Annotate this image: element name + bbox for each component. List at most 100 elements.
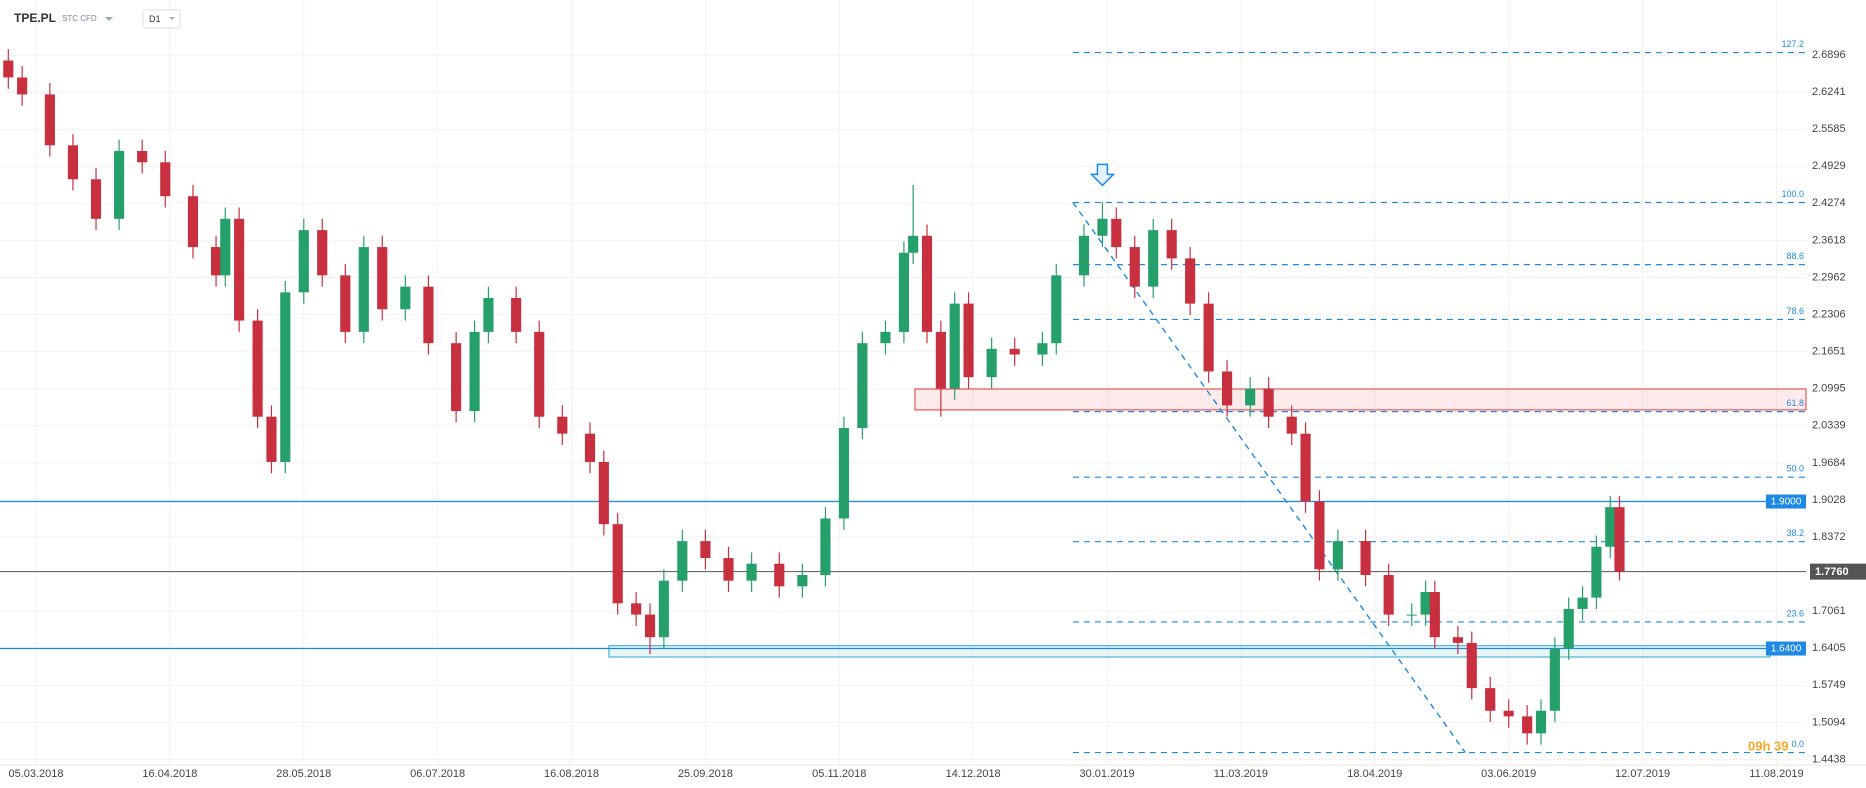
y-tick-label: 1.5749 <box>1812 679 1846 691</box>
candle-body <box>1222 371 1233 406</box>
instrument-dropdown[interactable] <box>105 17 113 21</box>
candle-body <box>1549 648 1560 711</box>
candle-body <box>746 563 757 581</box>
candle-body <box>700 541 711 559</box>
candle-body <box>1166 230 1177 259</box>
y-tick-label: 1.9684 <box>1812 457 1846 469</box>
y-tick-label: 1.8372 <box>1812 531 1846 543</box>
candle-body <box>774 563 785 587</box>
candle-body <box>1563 608 1574 649</box>
candle-body <box>17 77 28 95</box>
header: TPE.PL STC CFD D1 <box>14 9 181 29</box>
candle-body <box>1009 348 1020 355</box>
candle-body <box>1037 343 1048 355</box>
x-tick-label: 12.07.2019 <box>1615 768 1670 780</box>
candle-body <box>1577 597 1588 609</box>
candle-body <box>3 60 14 78</box>
candle-body <box>1614 507 1625 572</box>
fib-label: 88.6 <box>1786 251 1804 261</box>
fib-label: 100.0 <box>1781 189 1804 199</box>
fib-trend-line <box>1072 202 1466 753</box>
candle-body <box>483 297 494 332</box>
candle-body <box>1185 258 1196 304</box>
price-level-label: 1.9000 <box>1771 497 1802 508</box>
y-tick-label: 2.3618 <box>1812 234 1846 246</box>
x-tick-label: 16.08.2018 <box>544 768 599 780</box>
candle-body <box>280 292 291 462</box>
candle-body <box>557 416 568 434</box>
x-tick-label: 05.03.2018 <box>8 768 63 780</box>
candle-body <box>160 162 171 197</box>
candle-body <box>1286 416 1297 434</box>
candle-body <box>921 235 933 332</box>
candle-body <box>1263 388 1274 417</box>
candle-body <box>358 247 369 332</box>
x-tick-label: 16.04.2018 <box>142 768 197 780</box>
candle-body <box>1129 247 1140 287</box>
y-tick-label: 2.1651 <box>1812 346 1846 358</box>
y-tick-label: 1.6405 <box>1812 642 1846 654</box>
fib-label: 23.6 <box>1786 608 1804 618</box>
candle-body <box>1429 591 1440 638</box>
candle-body <box>67 145 79 180</box>
y-tick-label: 2.2962 <box>1812 271 1846 283</box>
fib-label: 50.0 <box>1786 464 1804 474</box>
candle-body <box>1485 688 1496 711</box>
candle-body <box>469 331 480 412</box>
candle-body <box>137 150 148 163</box>
y-tick-label: 1.5094 <box>1812 716 1846 728</box>
zone <box>914 388 1807 411</box>
candle-body <box>797 575 808 587</box>
candle-body <box>1314 501 1325 570</box>
candle-body <box>210 247 222 276</box>
candle-body <box>1111 218 1122 248</box>
x-tick-label: 05.11.2018 <box>812 768 866 780</box>
candle-body <box>857 343 868 429</box>
candle-body <box>1383 575 1394 615</box>
candle-body <box>677 541 688 581</box>
candle-body <box>949 303 960 389</box>
fib-label: 38.2 <box>1786 528 1804 538</box>
candle-body <box>252 320 263 417</box>
instrument[interactable]: STC CFD <box>62 14 97 23</box>
candle-body <box>935 331 946 389</box>
candle-body <box>1051 275 1062 344</box>
candle-body <box>1503 710 1514 717</box>
x-tick-label: 06.07.2018 <box>410 768 465 780</box>
interval-dropdown[interactable] <box>169 17 175 20</box>
candle-body <box>612 524 623 604</box>
candle-body <box>1360 541 1371 576</box>
x-tick-label: 28.05.2018 <box>276 768 331 780</box>
symbol: TPE.PL <box>14 11 56 25</box>
y-tick-label: 2.0339 <box>1812 420 1846 432</box>
candle-body <box>1452 637 1463 643</box>
candle-body <box>1420 591 1431 615</box>
y-tick-label: 2.0995 <box>1812 383 1846 395</box>
candle-body <box>986 348 997 378</box>
y-tick-label: 2.5585 <box>1812 123 1846 135</box>
x-tick-label: 30.01.2019 <box>1080 768 1135 780</box>
x-tick-label: 03.06.2019 <box>1481 768 1536 780</box>
candle-body <box>838 428 849 519</box>
candle-body <box>44 94 55 146</box>
interval-select[interactable] <box>142 9 181 29</box>
candle-body <box>658 580 669 638</box>
y-tick-label: 2.2306 <box>1812 309 1846 321</box>
candle-body <box>220 218 231 276</box>
interval[interactable]: D1 <box>149 14 161 24</box>
plot-area: 127.2 100.0 88.6 78.6 61.8 50.0 38.2 23.6 0.0 1.9… <box>0 39 1807 754</box>
candle-body <box>298 230 309 293</box>
fib-label: 78.6 <box>1786 306 1804 316</box>
candle-body <box>1203 303 1214 372</box>
grid <box>0 0 1806 765</box>
y-tick-label: 1.9028 <box>1812 494 1846 506</box>
signal-arrow <box>1089 163 1116 187</box>
y-tick-label: 1.7061 <box>1812 605 1846 617</box>
candle-body <box>820 518 831 576</box>
candle-body <box>511 297 522 332</box>
candle-body <box>1332 541 1343 570</box>
candle-timer: 09h 39 <box>1748 738 1788 753</box>
candle-body <box>963 303 974 378</box>
